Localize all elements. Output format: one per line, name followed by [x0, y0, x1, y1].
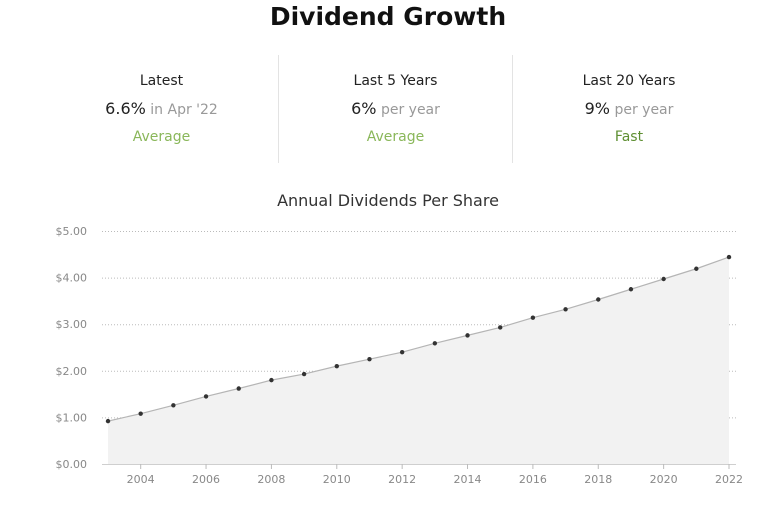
x-tick-label: 2016	[519, 473, 547, 486]
x-tick-label: 2004	[127, 473, 155, 486]
stat-rating: Average	[132, 129, 191, 145]
data-point	[465, 333, 470, 338]
data-point	[171, 403, 176, 408]
stats-panel: Latest 6.6% in Apr '22 Average Last 5 Ye…	[45, 55, 745, 163]
x-tick-label: 2022	[715, 473, 743, 486]
data-point	[628, 287, 634, 292]
data-point	[563, 307, 568, 312]
data-point	[367, 356, 372, 362]
divider	[278, 55, 279, 163]
x-tick-label: 2014	[454, 473, 482, 486]
y-tick-label: $2.00	[56, 365, 88, 378]
data-point	[726, 254, 732, 260]
data-point	[334, 363, 339, 369]
area-layer	[107, 256, 730, 464]
y-tick-label: $4.00	[56, 272, 88, 285]
stat-label: Last 20 Years	[582, 73, 676, 89]
data-point	[105, 418, 111, 424]
data-point	[694, 266, 699, 271]
stat-value: 6.6% in Apr '22	[45, 99, 278, 118]
stat-unit: per year	[376, 102, 440, 118]
stat-value: 6% per year	[279, 99, 512, 118]
y-tick-label: $5.00	[56, 225, 88, 238]
data-point	[596, 297, 601, 302]
y-tick-label: $0.00	[56, 458, 88, 471]
data-point	[138, 411, 143, 416]
stat-rating: Average	[366, 129, 425, 145]
stat-unit: in Apr '22	[145, 102, 218, 118]
x-tick-label: 2012	[388, 473, 416, 486]
stat-unit: per year	[610, 102, 674, 118]
divider	[512, 55, 513, 163]
stat-number: 6.6%	[105, 99, 146, 118]
data-point	[661, 276, 666, 282]
stat-label: Last 5 Years	[353, 73, 438, 89]
data-point	[301, 371, 307, 377]
data-point	[269, 377, 274, 383]
page-title: Dividend Growth	[269, 2, 507, 31]
stat-number: 6%	[351, 99, 377, 118]
data-point	[399, 349, 405, 355]
y-tick-label: $1.00	[56, 411, 88, 424]
axis-layer: $0.00 $1.00 $2.00 $3.00 $4.00 $5.00 2004 2006 20…	[56, 225, 744, 486]
x-tick-label: 2008	[257, 473, 285, 486]
data-point	[530, 315, 536, 320]
x-tick-label: 2018	[584, 473, 612, 486]
stat-rating: Fast	[614, 129, 644, 145]
stat-label: Latest	[139, 73, 184, 89]
stat-number: 9%	[584, 99, 610, 118]
x-tick-label: 2006	[192, 473, 220, 486]
area-fill	[108, 257, 729, 464]
data-point	[498, 325, 503, 330]
x-tick-label: 2010	[323, 473, 351, 486]
y-tick-label: $3.00	[56, 318, 88, 331]
stat-latest: Latest 6.6% in Apr '22 Average	[45, 55, 278, 163]
chart-title: Annual Dividends Per Share	[277, 191, 499, 210]
data-point	[203, 394, 209, 399]
series-line	[107, 256, 730, 422]
marker-layer	[105, 254, 732, 424]
x-tick-label: 2020	[650, 473, 678, 486]
data-point	[432, 341, 438, 346]
stat-last-5-years: Last 5 Years 6% per year Average	[279, 55, 512, 163]
data-point	[236, 386, 241, 391]
stat-value: 9% per year	[513, 99, 745, 118]
stat-last-20-years: Last 20 Years 9% per year Fast	[513, 55, 745, 163]
